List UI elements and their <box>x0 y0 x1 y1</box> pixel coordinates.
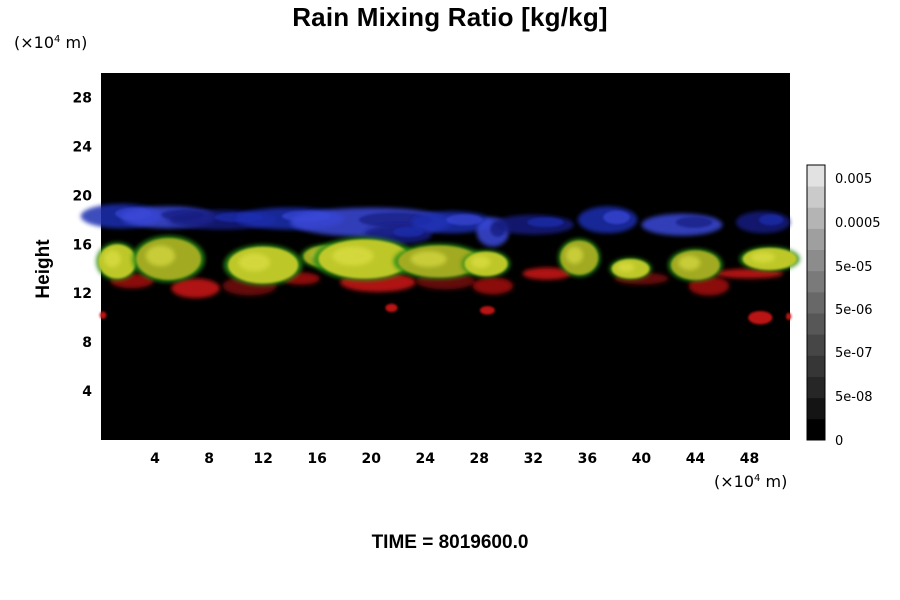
red-spot <box>785 312 792 321</box>
blue-region-core <box>758 214 784 226</box>
yellow-cell-highlight <box>332 246 374 266</box>
red-spot <box>748 310 773 325</box>
colorbar-swatch <box>807 313 825 335</box>
colorbar-swatch <box>807 165 825 187</box>
yellow-cell-highlight <box>470 255 491 269</box>
blue-region-core <box>675 216 713 228</box>
yellow-cell-highlight <box>566 246 584 264</box>
blue-region-core <box>527 217 564 228</box>
colorbar-label: 0 <box>835 434 843 449</box>
y-axis-ticks: 4 8 12 16 20 24 28 <box>73 90 93 400</box>
time-label: TIME = 8019600.0 <box>371 532 529 553</box>
x-tick-label: 32 <box>524 451 543 467</box>
y-tick-label: 20 <box>73 188 93 204</box>
colorbar-swatches <box>807 165 825 441</box>
x-tick-label: 40 <box>632 451 652 467</box>
y-unit-exponent: 4 <box>54 34 61 45</box>
red-region <box>522 267 572 280</box>
y-tick-label: 4 <box>82 384 92 400</box>
colorbar-swatch <box>807 291 825 314</box>
x-tick-label: 24 <box>415 451 435 467</box>
x-tick-label: 12 <box>253 451 272 467</box>
x-axis-ticks: 4 8 12 16 20 24 28 32 36 40 44 48 <box>150 451 759 467</box>
y-tick-label: 12 <box>73 286 92 302</box>
x-tick-label: 36 <box>578 451 597 467</box>
yellow-cell-highlight <box>103 250 121 268</box>
colorbar-swatch <box>807 207 825 229</box>
yellow-cell-highlight <box>678 255 701 271</box>
red-region <box>171 278 220 299</box>
colorbar-swatch <box>807 249 825 272</box>
colorbar-swatch <box>807 418 825 441</box>
yellow-cell-highlight <box>238 253 271 272</box>
x-unit-prefix: (×10 <box>714 472 755 491</box>
x-tick-label: 16 <box>307 451 326 467</box>
colorbar-swatch <box>807 376 825 399</box>
colorbar-swatch <box>807 397 825 420</box>
x-unit-suffix: m) <box>760 472 788 491</box>
red-spot <box>479 306 495 315</box>
x-tick-label: 28 <box>470 451 489 467</box>
x-tick-label: 44 <box>686 451 706 467</box>
colorbar-swatch <box>807 186 825 208</box>
blue-region-core <box>393 227 424 237</box>
blue-region-core <box>446 214 483 226</box>
y-tick-label: 16 <box>73 237 92 253</box>
yellow-cell-highlight <box>145 245 176 267</box>
yellow-cell-highlight <box>750 251 776 263</box>
x-tick-label: 20 <box>361 451 381 467</box>
colorbar-swatch <box>807 270 825 293</box>
colorbar-label: 0.0005 <box>835 216 881 231</box>
x-tick-label: 4 <box>150 451 160 467</box>
colorbar-swatch <box>807 228 825 251</box>
x-unit-exponent: 4 <box>754 473 761 484</box>
y-tick-label: 8 <box>82 335 92 351</box>
chart-title: Rain Mixing Ratio [kg/kg] <box>292 2 608 32</box>
colorbar-label: 5e-08 <box>835 390 873 405</box>
red-spot <box>385 303 398 313</box>
blue-region-core <box>603 210 630 225</box>
colorbar-swatch <box>807 334 825 356</box>
colorbar-frame <box>806 164 826 441</box>
colorbar-labels: 0.005 0.0005 5e-05 5e-06 5e-07 5e-08 0 <box>835 172 881 449</box>
y-axis-unit: (×104 m) <box>14 33 87 52</box>
yellow-cell-highlight <box>617 262 635 273</box>
colorbar-label: 5e-05 <box>835 260 873 275</box>
y-tick-label: 24 <box>73 139 93 155</box>
field-layer <box>80 203 800 325</box>
colorbar-label: 5e-07 <box>835 346 873 361</box>
yellow-cell-highlight <box>410 251 447 267</box>
colorbar-label: 0.005 <box>835 172 872 187</box>
x-axis-unit: (×104 m) <box>714 472 787 491</box>
x-tick-label: 8 <box>204 451 214 467</box>
red-spot <box>99 311 107 319</box>
colorbar-label: 5e-06 <box>835 303 873 318</box>
y-unit-prefix: (×10 <box>14 33 55 52</box>
y-unit-suffix: m) <box>60 33 88 52</box>
y-tick-label: 28 <box>73 90 92 106</box>
colorbar-swatch <box>807 355 825 377</box>
x-tick-label: 48 <box>740 451 759 467</box>
red-region <box>472 277 514 295</box>
